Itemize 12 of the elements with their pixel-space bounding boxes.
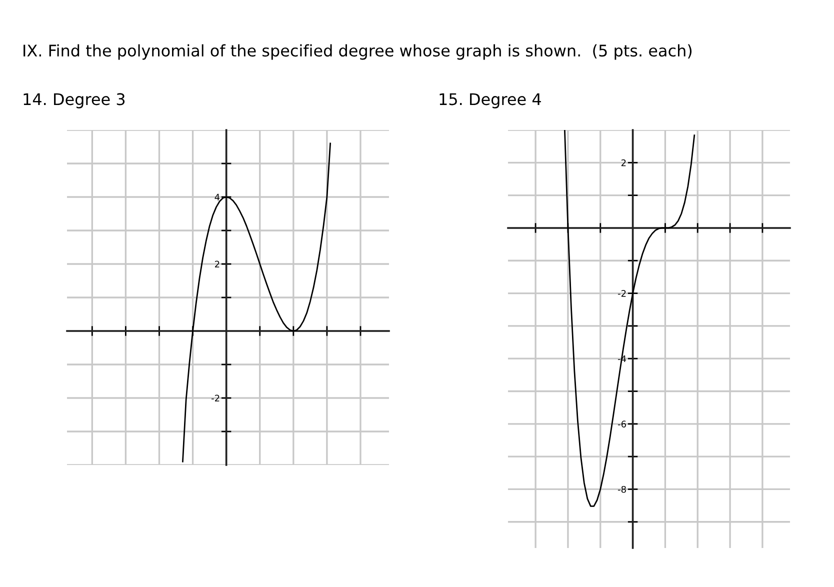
y-tick-label: 2	[621, 159, 626, 166]
y-tick-label: 4	[214, 194, 220, 200]
chart-title: 15. Degree 4	[440, 93, 541, 108]
y-tick-label: -6	[618, 420, 626, 428]
y-tick-label: 2	[214, 260, 220, 268]
line-series	[564, 130, 696, 507]
chart-title: 14. Degree 3	[24, 93, 125, 108]
y-tick-label: -2	[618, 290, 626, 297]
text: IX. Find the polynomial of the specified degree whose graph is shown. (5 pts. each)	[24, 44, 692, 60]
y-tick-label: -2	[212, 394, 220, 402]
line-series	[182, 142, 331, 462]
y-tick-label: -8	[618, 486, 626, 493]
